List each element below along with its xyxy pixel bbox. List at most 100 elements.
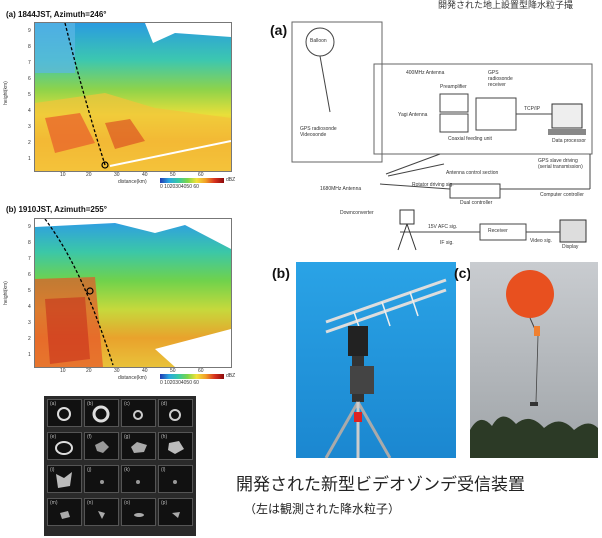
radar-b-xlabel: distance(km) (118, 375, 147, 381)
diagram-gps-receiver: GPS radiosonde receiver (488, 70, 513, 88)
particle-cell: (c) (121, 399, 156, 427)
radar-a-ylabel: height(km) (2, 81, 9, 105)
diagram-yagi: Yagi Antenna (398, 112, 428, 118)
ytick: 7 (28, 60, 31, 66)
particle-label: (n) (87, 500, 94, 506)
xtick: 30 (114, 368, 120, 374)
diagram-lines (291, 21, 593, 251)
ytick: 9 (28, 224, 31, 230)
diagram-data-processor: Data processor (552, 138, 586, 144)
ytick: 9 (28, 28, 31, 34)
particle-cell: (h) (158, 432, 193, 460)
xtick: 20 (86, 368, 92, 374)
xtick: 50 (170, 172, 176, 178)
particle-cell: (g) (121, 432, 156, 460)
particle-label: (e) (50, 434, 57, 440)
particle-cell: (p) (158, 498, 193, 526)
photo-b-label: (b) (272, 265, 290, 281)
radar-a-plot (35, 23, 231, 171)
particle-cell: (j) (84, 465, 119, 493)
particle-label: (h) (161, 434, 168, 440)
particle-cell: (l) (158, 465, 193, 493)
photo-c-label: (c) (454, 265, 472, 281)
radar-b-legend-unit: dBZ (226, 373, 236, 379)
particle-label: (b) (87, 401, 94, 407)
radar-a-xlabel: distance(km) (118, 179, 147, 185)
xtick: 10 (60, 172, 66, 178)
diagram-preamp: Preamplifier (440, 84, 467, 90)
photo-b-antenna (296, 262, 456, 458)
photo-c-balloon (470, 262, 598, 458)
radar-a-legend-bar (160, 178, 224, 183)
header-text: 開発された地上設置型降水粒子撮 (438, 1, 574, 11)
ytick: 8 (28, 44, 31, 50)
radar-b-legend-ticks: 0 1020304050 60 (160, 380, 199, 386)
diagram-video-sig: Video sig. (530, 238, 552, 244)
xtick: 50 (170, 368, 176, 374)
ytick: 5 (28, 288, 31, 294)
particle-label: (k) (124, 467, 130, 473)
caption-title: 開発された新型ビデオゾンデ受信装置 (236, 475, 525, 495)
particle-cell: (k) (121, 465, 156, 493)
diagram-display: Display (562, 244, 579, 250)
particle-cell: (i) (47, 465, 82, 493)
diagram-radiosonde: GPS radiosonde Videosonde (300, 126, 337, 138)
ytick: 1 (28, 352, 31, 358)
xtick: 60 (198, 368, 204, 374)
radar-a-legend-unit: dBZ (226, 177, 236, 183)
radar-a-title: (a) 1844JST, Azimuth=246° (6, 10, 107, 19)
diagram-receiver: Receiver (488, 228, 508, 234)
particle-cell: (o) (121, 498, 156, 526)
particle-label: (i) (50, 467, 55, 473)
ytick: 2 (28, 140, 31, 146)
diagram-antenna-400: 400MHz Antenna (406, 70, 445, 76)
particle-label: (f) (87, 434, 92, 440)
particle-cell: (m) (47, 498, 82, 526)
caption-subtitle: （左は観測された降水粒子） (244, 502, 401, 516)
radar-b-ylabel: height(km) (2, 281, 9, 305)
particle-cell: (e) (47, 432, 82, 460)
diagram-label: (a) (270, 22, 288, 38)
xtick: 40 (142, 368, 148, 374)
particle-cell: (a) (47, 399, 82, 427)
ytick: 6 (28, 272, 31, 278)
system-diagram: Balloon GPS radiosonde Videosonde 400MHz… (290, 14, 596, 260)
particle-cell: (n) (84, 498, 119, 526)
particle-label: (g) (124, 434, 131, 440)
particle-grid: (a) (b) (c) (d) (e) (f) (g) (h) (i) (j) … (44, 396, 196, 536)
radar-b-title: (b) 1910JST, Azimuth=255° (6, 205, 107, 214)
particle-label: (a) (50, 401, 57, 407)
ytick: 8 (28, 240, 31, 246)
diagram-computer-controller: Computer controller (540, 192, 584, 198)
diagram-tcpip: TCP/IP (524, 106, 541, 112)
radar-a-panel (34, 22, 232, 172)
ytick: 7 (28, 256, 31, 262)
radar-b-legend-bar (160, 374, 224, 379)
particle-label: (d) (161, 401, 168, 407)
radar-a-legend-ticks: 0 1020304050 60 (160, 184, 199, 190)
ytick: 4 (28, 108, 31, 114)
particle-label: (m) (50, 500, 58, 506)
diagram-antenna-1680: 1680MHz Antenna (320, 186, 362, 192)
ytick: 6 (28, 76, 31, 82)
diagram-downconverter: Downconverter (340, 210, 374, 216)
diagram-gps-slave: GPS slave driving (serial transmission) (538, 158, 583, 170)
diagram-coaxial: Coaxial feeding unit (448, 136, 492, 142)
ytick: 5 (28, 92, 31, 98)
diagram-dual-controller: Dual controller (460, 200, 493, 206)
xtick: 20 (86, 172, 92, 178)
xtick: 40 (142, 172, 148, 178)
xtick: 60 (198, 172, 204, 178)
ytick: 2 (28, 336, 31, 342)
diagram-balloon: Balloon (310, 38, 327, 44)
particle-cell: (b) (84, 399, 119, 427)
particle-label: (p) (161, 500, 168, 506)
particle-label: (l) (161, 467, 166, 473)
particle-label: (o) (124, 500, 131, 506)
ytick: 4 (28, 304, 31, 310)
xtick: 30 (114, 172, 120, 178)
ytick: 1 (28, 156, 31, 162)
diagram-afc: 15V AFC sig. (428, 224, 458, 230)
particle-label: (c) (124, 401, 130, 407)
diagram-antenna-control: Antenna control section (446, 170, 499, 176)
